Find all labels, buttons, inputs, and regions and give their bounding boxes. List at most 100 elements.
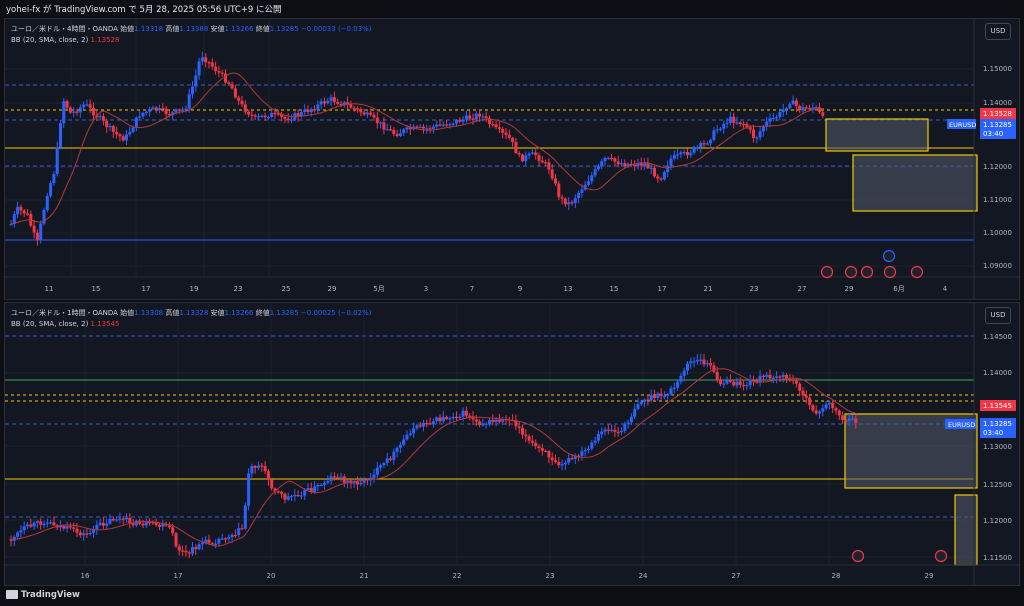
candle	[16, 532, 20, 537]
candle	[389, 458, 392, 460]
candle	[474, 419, 478, 422]
time-label: 27	[798, 285, 807, 293]
price-axis[interactable]: 1.14500 1.14000 1.13000 1.12500 1.12000 …	[945, 333, 1016, 562]
event-marker-icon[interactable]	[934, 549, 948, 563]
candle	[362, 479, 366, 483]
candle	[834, 408, 838, 411]
candle	[497, 419, 501, 422]
candle	[286, 496, 290, 500]
candle	[534, 152, 538, 156]
candle	[65, 526, 69, 529]
candle	[844, 420, 848, 422]
high-value: 1.13388	[179, 25, 209, 33]
candle	[775, 376, 779, 378]
candle	[92, 107, 95, 116]
event-marker-icon[interactable]	[844, 265, 858, 279]
chart-canvas-4h[interactable]: 1.15000 1.14000 1.12000 1.11000 1.10000 …	[5, 19, 1019, 299]
chart-pane-4h[interactable]: 1.15000 1.14000 1.12000 1.11000 1.10000 …	[4, 18, 1020, 300]
candle	[392, 129, 396, 134]
economic-event-markers[interactable]	[820, 249, 924, 279]
footer-bar: TradingView	[0, 587, 1024, 606]
open-value: 1.13318	[134, 25, 164, 33]
low-label: 安値	[210, 25, 225, 33]
candle	[283, 493, 287, 500]
candle	[270, 112, 274, 117]
candle	[818, 107, 821, 113]
indicator-legend[interactable]: BB (20, SMA, close, 2) 1.13545	[11, 320, 120, 328]
candle	[785, 374, 788, 379]
candle	[742, 123, 746, 126]
candle	[580, 189, 584, 193]
candle	[92, 529, 95, 533]
currency-button[interactable]: USD	[985, 307, 1011, 324]
chart-canvas-1h[interactable]: 1.14500 1.14000 1.13000 1.12500 1.12000 …	[5, 303, 1019, 585]
candle	[755, 137, 759, 139]
candle	[233, 88, 237, 98]
tradingview-logo[interactable]: TradingView	[6, 590, 80, 600]
candle	[379, 465, 383, 468]
chart-pane-1h[interactable]: 1.14500 1.14000 1.13000 1.12500 1.12000 …	[4, 302, 1020, 586]
candle	[105, 523, 109, 526]
candle	[801, 390, 805, 396]
candle	[39, 521, 43, 525]
candle	[656, 176, 660, 179]
candle	[280, 491, 284, 494]
candle	[352, 107, 356, 109]
last-price-tag-text: 1.13285	[983, 420, 1012, 428]
candle	[309, 488, 313, 492]
event-marker-icon[interactable]	[882, 249, 896, 263]
currency-button[interactable]: USD	[985, 23, 1011, 40]
event-marker-icon[interactable]	[860, 265, 874, 279]
candle	[811, 405, 815, 411]
candlestick-series	[9, 51, 825, 246]
candle	[534, 442, 538, 447]
candle	[785, 108, 788, 110]
candle	[247, 111, 251, 115]
candle	[82, 104, 86, 108]
candle	[273, 112, 277, 115]
time-axis[interactable]: 11 15 17 19 23 25 29 5月 3 7 9 13 15 17 21 23 27 29 6月 4	[45, 285, 948, 293]
candle	[306, 488, 310, 491]
candle	[636, 163, 640, 166]
event-marker-icon[interactable]	[851, 549, 865, 563]
time-axis[interactable]: 16 17 20 21 22 23 24 27 28 29	[81, 572, 934, 580]
candle	[669, 388, 673, 395]
candle	[191, 547, 194, 554]
candle	[781, 374, 785, 377]
indicator-legend[interactable]: BB (20, SMA, close, 2) 1.13528	[11, 36, 120, 44]
event-marker-icon[interactable]	[820, 265, 834, 279]
candle	[161, 108, 165, 110]
candle	[26, 213, 29, 215]
candle	[587, 448, 590, 450]
price-axis[interactable]: 1.15000 1.14000 1.12000 1.11000 1.10000 …	[947, 65, 1016, 270]
symbol-tag-text: EURUSD	[948, 421, 975, 429]
candle	[148, 109, 152, 112]
economic-event-markers[interactable]	[851, 549, 948, 563]
candle	[521, 427, 524, 435]
candle	[676, 381, 680, 388]
symbol-title: ユーロ／米ドル・1時間・OANDA	[11, 309, 118, 317]
candle	[45, 195, 49, 211]
event-marker-icon[interactable]	[883, 265, 897, 279]
candle	[752, 129, 755, 139]
event-marker-icon[interactable]	[910, 265, 924, 279]
countdown-text: 03:40	[983, 429, 1003, 437]
change-value: −0.00033 (−0.03%)	[300, 25, 372, 33]
candle	[613, 429, 617, 432]
candle	[653, 167, 656, 177]
candle	[32, 225, 36, 233]
candle	[227, 82, 231, 84]
candle	[323, 482, 326, 485]
candle	[35, 521, 39, 523]
candle	[220, 538, 224, 540]
candle	[68, 107, 72, 113]
candle	[395, 447, 399, 452]
candle	[445, 416, 449, 420]
candle	[19, 530, 23, 533]
candle	[161, 524, 165, 527]
high-value: 1.13328	[179, 309, 209, 317]
candle	[128, 517, 132, 524]
candle	[715, 129, 719, 131]
time-label: 29	[845, 285, 854, 293]
candle	[9, 223, 13, 226]
